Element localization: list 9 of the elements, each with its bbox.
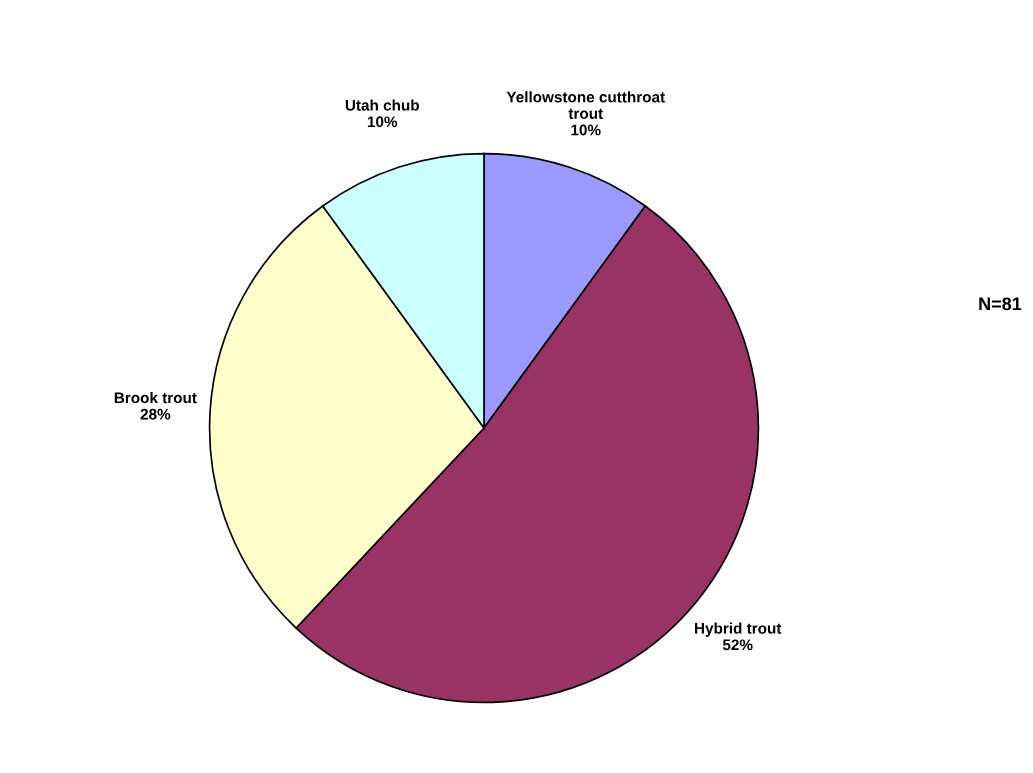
slice-label: Hybrid trout — [695, 622, 782, 637]
slice-label: Yellowstone cutthroat trout — [506, 91, 665, 119]
data-label: 10% — [571, 124, 601, 136]
slice-label: Brook trout — [114, 391, 197, 404]
text: N=81 — [979, 297, 1022, 311]
slice-label: Utah chub — [345, 99, 419, 111]
data-label: 52% — [722, 639, 753, 651]
data-label: 28% — [140, 408, 171, 420]
data-label: 10% — [367, 116, 398, 128]
